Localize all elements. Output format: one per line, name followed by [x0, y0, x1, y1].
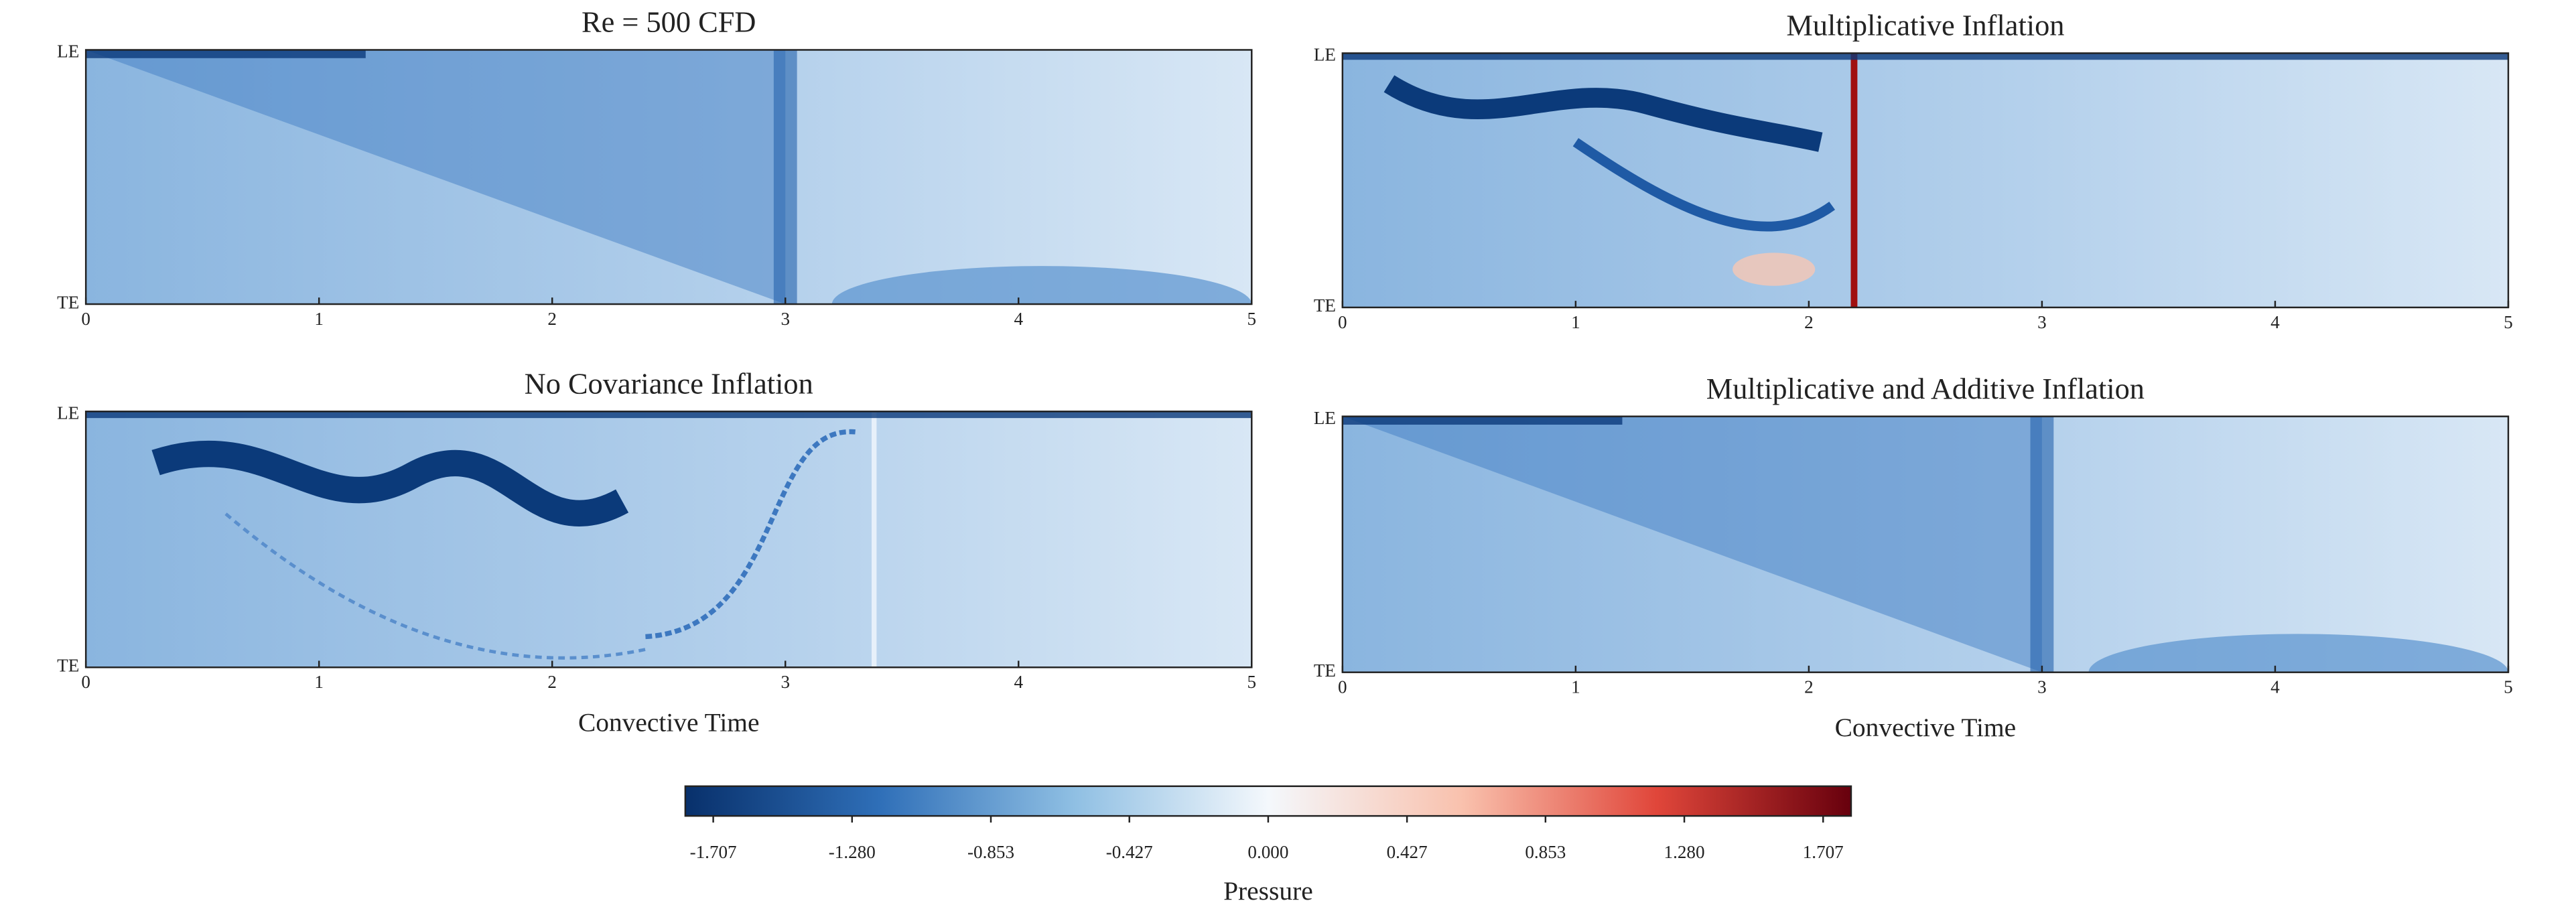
heatmap-panel: Multiplicative Inflation 0 1 2 3 4 5 LE TE [1314, 9, 2513, 332]
panel-title: Re = 500 CFD [582, 5, 756, 39]
field-shading [1342, 416, 1623, 425]
x-tick-label: 5 [2504, 312, 2513, 332]
x-axis-label: Convective Time [578, 708, 760, 737]
x-tick-label: 1 [314, 309, 324, 329]
colorbar-tick-label: -1.707 [690, 842, 737, 862]
field-shading [1572, 138, 1836, 232]
colorbar-tick-label: 0.853 [1525, 842, 1566, 862]
y-tick-label: TE [1314, 295, 1336, 315]
field-shading [151, 440, 629, 527]
field-shading [872, 411, 877, 668]
field-shading [831, 266, 1252, 305]
x-tick-label: 0 [1338, 677, 1347, 697]
field-shading [645, 429, 856, 640]
x-tick-label: 0 [81, 672, 90, 692]
x-tick-label: 4 [2270, 677, 2280, 697]
x-tick-label: 5 [1247, 309, 1256, 329]
x-tick-label: 5 [1247, 672, 1256, 692]
field [1342, 53, 2508, 307]
y-tick-label: TE [57, 656, 79, 676]
field-shading [1383, 75, 1823, 152]
field-shading [2030, 416, 2054, 673]
plot-frame [84, 49, 1253, 305]
plot-frame [84, 411, 1253, 668]
heatmap-panel: No Covariance Inflation 0 1 2 3 4 5 LE TE Convect… [57, 366, 1256, 737]
colorbar-tick-label: 0.427 [1387, 842, 1428, 862]
field-background [86, 411, 1252, 668]
y-tick-label: TE [1314, 660, 1336, 681]
field-shading [86, 50, 366, 58]
colorbar-tick-label: -0.427 [1106, 842, 1153, 862]
field-background [1342, 416, 2508, 673]
x-tick-label: 2 [1804, 677, 1814, 697]
y-tick-label: LE [1314, 45, 1336, 65]
panel-title: No Covariance Inflation [525, 366, 813, 400]
x-tick-label: 2 [547, 672, 557, 692]
field-shading [2088, 634, 2508, 673]
y-tick-label: TE [57, 292, 79, 312]
colorbar-label: Pressure [1223, 876, 1313, 906]
field-shading [1850, 53, 1858, 307]
colorbar-tick-label: 1.280 [1664, 842, 1705, 862]
x-tick-label: 4 [1014, 309, 1023, 329]
colorbar-gradient [684, 785, 1852, 817]
field-shading [224, 512, 646, 660]
x-tick-label: 3 [781, 309, 790, 329]
y-tick-label: LE [57, 403, 79, 423]
field-shading [1733, 253, 1816, 286]
x-tick-label: 4 [2270, 312, 2280, 332]
plot-frame [1341, 52, 2510, 309]
field [86, 50, 1252, 305]
field-shading [86, 50, 786, 305]
x-tick-label: 0 [1338, 312, 1347, 332]
field [1342, 416, 2508, 673]
x-tick-label: 1 [1571, 677, 1580, 697]
plot-frame [1341, 415, 2510, 673]
x-tick-label: 0 [81, 309, 90, 329]
x-tick-label: 2 [1804, 312, 1814, 332]
x-tick-label: 2 [547, 309, 557, 329]
x-tick-label: 1 [1571, 312, 1580, 332]
panel-title: Multiplicative Inflation [1786, 9, 2064, 42]
field [86, 411, 1252, 668]
y-tick-label: LE [57, 42, 79, 62]
x-tick-label: 3 [2037, 312, 2047, 332]
colorbar: -1.707 -1.280 -0.853 -0.427 0.000 0.427 0.853 1… [684, 785, 1852, 906]
colorbar-tick-label: -1.280 [829, 842, 876, 862]
panel-title: Multiplicative and Additive Inflation [1706, 372, 2145, 405]
heatmap-panel: Re = 500 CFD 0 1 2 3 4 5 LE TE [57, 5, 1256, 329]
x-tick-label: 1 [314, 672, 324, 692]
field-background [86, 50, 1252, 305]
colorbar-tick-label: 0.000 [1247, 842, 1288, 862]
field-shading [773, 50, 797, 305]
x-axis-label: Convective Time [1835, 713, 2017, 742]
colorbar-tick-label: -0.853 [967, 842, 1014, 862]
x-tick-label: 3 [781, 672, 790, 692]
x-tick-label: 3 [2037, 677, 2047, 697]
y-tick-label: LE [1314, 408, 1336, 428]
x-tick-label: 5 [2504, 677, 2513, 697]
colorbar-tick-label: 1.707 [1803, 842, 1844, 862]
field-shading [86, 411, 1252, 419]
field-shading [1342, 53, 2508, 60]
x-tick-label: 4 [1014, 672, 1023, 692]
field-background [1342, 53, 2508, 307]
heatmap-panel: Multiplicative and Additive Inflation 0 1 2… [1314, 372, 2513, 742]
